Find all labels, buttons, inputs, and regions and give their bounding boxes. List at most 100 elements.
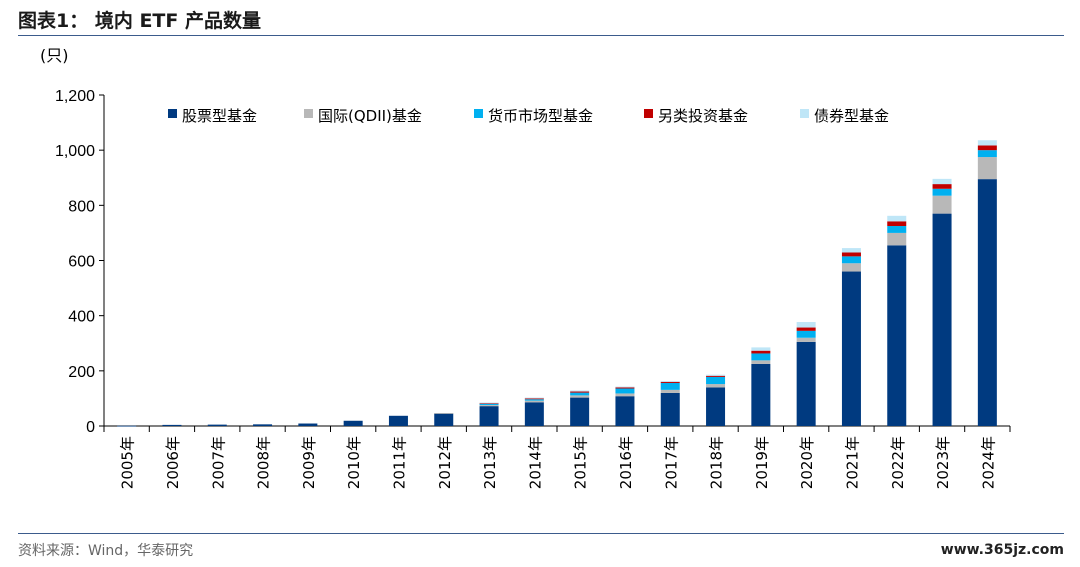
bar-segment-1 bbox=[841, 271, 861, 426]
x-category-label: 2014年 bbox=[526, 436, 544, 489]
bar-segment-4 bbox=[706, 375, 726, 377]
x-category-label: 2005年 bbox=[119, 436, 137, 489]
bar-segment-2 bbox=[570, 395, 590, 398]
bar-segment-2 bbox=[796, 337, 816, 342]
x-category-label: 2006年 bbox=[164, 436, 182, 489]
x-category-label: 2020年 bbox=[798, 436, 816, 489]
bar-segment-1 bbox=[660, 392, 680, 426]
bar-segment-1 bbox=[796, 341, 816, 426]
bar-segment-5 bbox=[706, 374, 726, 376]
y-axis-unit-label: (只) bbox=[40, 46, 69, 65]
bar-segment-3 bbox=[751, 353, 771, 361]
bar-segment-4 bbox=[841, 252, 861, 257]
y-tick-label: 600 bbox=[68, 254, 95, 271]
bar-segment-1 bbox=[706, 387, 726, 426]
bottom-divider bbox=[18, 533, 1064, 534]
x-category-label: 2021年 bbox=[843, 436, 861, 489]
y-tick-label: 1,200 bbox=[55, 88, 95, 105]
x-category-label: 2009年 bbox=[300, 436, 318, 489]
bar-segment-3 bbox=[479, 403, 499, 406]
bar-segment-1 bbox=[117, 425, 137, 427]
bar-segment-1 bbox=[977, 179, 997, 426]
bar-segment-5 bbox=[841, 248, 861, 253]
legend-swatch-5 bbox=[800, 109, 809, 118]
x-category-label: 2013年 bbox=[481, 436, 499, 489]
bar-segment-4 bbox=[615, 387, 635, 389]
bar-segment-3 bbox=[570, 392, 590, 396]
bar-segment-2 bbox=[706, 384, 726, 388]
bar-segment-2 bbox=[660, 389, 680, 393]
bar-segment-2 bbox=[434, 413, 454, 414]
y-tick-label: 200 bbox=[68, 364, 95, 381]
bar-segment-3 bbox=[841, 256, 861, 264]
legend-label-1: 股票型基金 bbox=[182, 107, 257, 125]
bar-segment-1 bbox=[388, 415, 408, 426]
bar-segment-2 bbox=[524, 400, 544, 403]
bar-segment-2 bbox=[932, 195, 952, 214]
bar-segment-5 bbox=[479, 402, 499, 404]
y-tick-label: 800 bbox=[68, 198, 95, 215]
y-tick-label: 0 bbox=[86, 419, 95, 436]
x-category-label: 2019年 bbox=[753, 436, 771, 489]
bar-segment-3 bbox=[660, 382, 680, 390]
bar-segment-2 bbox=[751, 360, 771, 364]
legend-label-2: 国际(QDII)基金 bbox=[318, 107, 422, 125]
bar-segment-5 bbox=[570, 390, 590, 392]
bar-segment-1 bbox=[751, 363, 771, 426]
bar-segment-4 bbox=[977, 145, 997, 151]
legend-swatch-3 bbox=[474, 109, 483, 118]
bar-segment-1 bbox=[343, 420, 363, 426]
bar-segment-3 bbox=[706, 376, 726, 385]
x-category-label: 2023年 bbox=[934, 436, 952, 489]
bar-segment-5 bbox=[887, 215, 907, 222]
bar-segment-4 bbox=[887, 221, 907, 227]
bar-segment-5 bbox=[615, 386, 635, 388]
bar-segment-1 bbox=[162, 424, 182, 426]
bar-segment-3 bbox=[887, 226, 907, 233]
bar-segment-4 bbox=[524, 398, 544, 400]
bar-segment-2 bbox=[977, 157, 997, 180]
x-category-label: 2024年 bbox=[979, 436, 997, 489]
bar-segment-3 bbox=[524, 399, 544, 401]
legend-swatch-1 bbox=[168, 109, 177, 118]
bar-segment-2 bbox=[615, 393, 635, 397]
bar-segment-3 bbox=[796, 330, 816, 338]
bar-segment-5 bbox=[932, 178, 952, 185]
bar-segment-1 bbox=[932, 213, 952, 426]
bar-segment-4 bbox=[932, 184, 952, 189]
bar-segment-1 bbox=[434, 413, 454, 426]
y-tick-label: 1,000 bbox=[55, 143, 95, 160]
bar-segment-4 bbox=[479, 403, 499, 404]
source-note: 资料来源：Wind，华泰研究 bbox=[18, 543, 194, 559]
x-category-label: 2011年 bbox=[390, 436, 408, 489]
bar-segment-1 bbox=[207, 424, 227, 426]
top-divider bbox=[18, 35, 1064, 36]
x-category-label: 2015年 bbox=[572, 436, 590, 489]
x-category-label: 2018年 bbox=[708, 436, 726, 489]
bar-segment-1 bbox=[570, 397, 590, 426]
bar-segment-1 bbox=[479, 406, 499, 426]
x-category-label: 2012年 bbox=[436, 436, 454, 489]
watermark: www.365jz.com bbox=[940, 542, 1064, 558]
bar-segment-3 bbox=[977, 150, 997, 158]
bar-segment-2 bbox=[841, 263, 861, 272]
bar-segment-1 bbox=[615, 396, 635, 426]
legend-label-5: 债券型基金 bbox=[814, 107, 889, 125]
x-category-label: 2017年 bbox=[662, 436, 680, 489]
legend-label-4: 另类投资基金 bbox=[658, 107, 748, 125]
bar-segment-4 bbox=[796, 327, 816, 331]
bar-segment-5 bbox=[660, 381, 680, 382]
bar-segment-4 bbox=[751, 350, 771, 354]
bar-segment-5 bbox=[977, 140, 997, 146]
bar-segment-3 bbox=[615, 388, 635, 394]
bar-segment-1 bbox=[524, 402, 544, 426]
bar-segment-2 bbox=[479, 405, 499, 407]
x-category-label: 2007年 bbox=[209, 436, 227, 489]
bar-segment-1 bbox=[887, 245, 907, 426]
x-category-label: 2008年 bbox=[255, 436, 273, 489]
x-category-label: 2016年 bbox=[617, 436, 635, 489]
x-category-label: 2010年 bbox=[345, 436, 363, 489]
legend-swatch-4 bbox=[644, 109, 653, 118]
bar-segment-5 bbox=[796, 322, 816, 328]
